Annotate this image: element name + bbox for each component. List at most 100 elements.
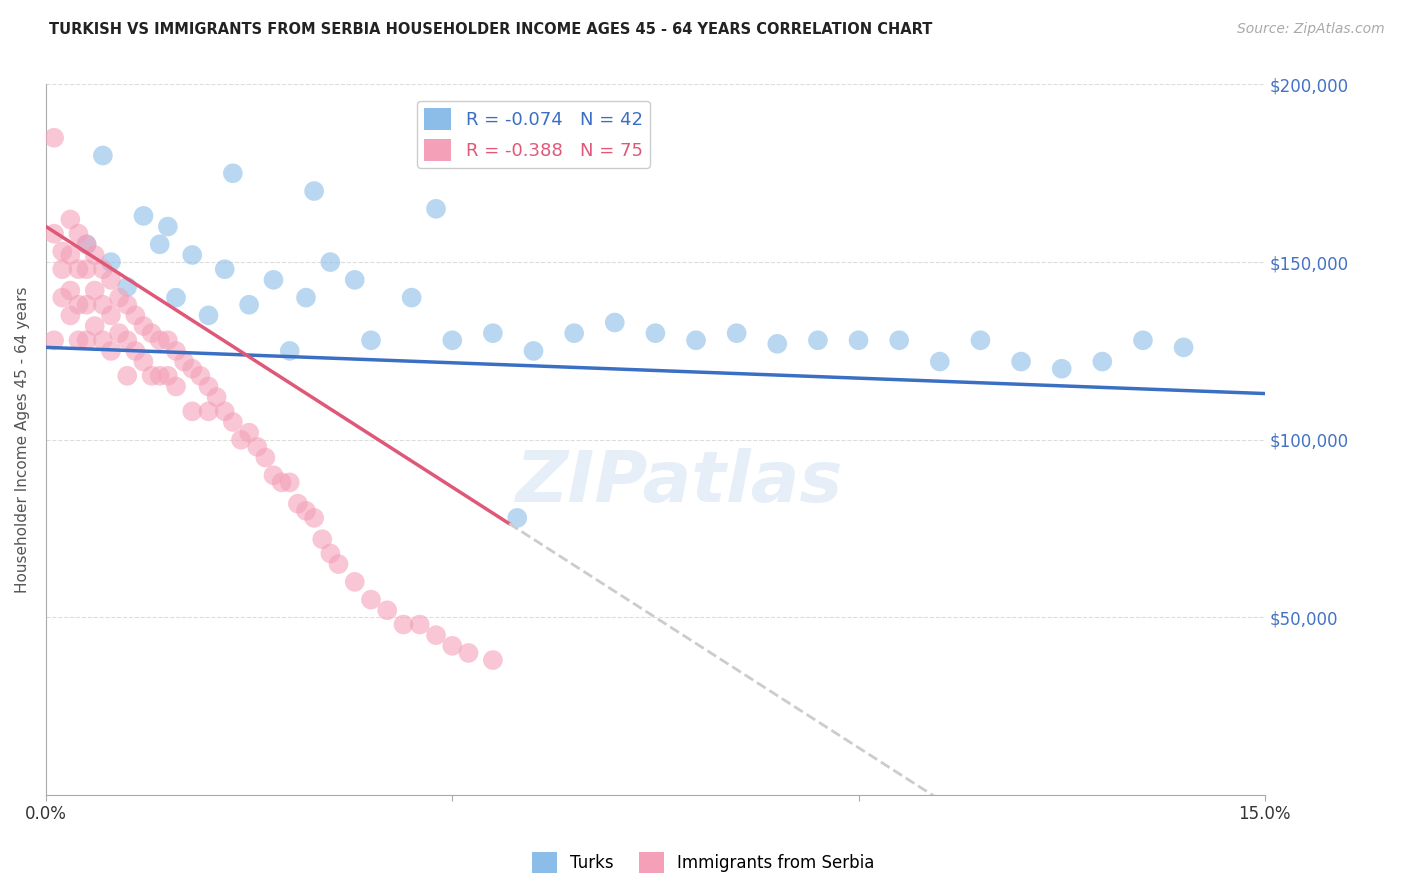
Point [59, 309, 82, 323]
Point [59, 248, 82, 262]
Point [457, 646, 479, 660]
Point [205, 390, 228, 404]
Point [328, 557, 350, 571]
Point [214, 262, 236, 277]
Point [603, 316, 626, 330]
Point [156, 368, 179, 383]
Point [165, 379, 187, 393]
Point [141, 326, 163, 340]
Point [197, 404, 219, 418]
Point [42, 130, 65, 145]
Point [108, 291, 131, 305]
Point [302, 184, 325, 198]
Point [482, 326, 505, 340]
Legend: R = -0.074   N = 42, R = -0.388   N = 75: R = -0.074 N = 42, R = -0.388 N = 75 [418, 101, 650, 168]
Point [295, 291, 318, 305]
Text: TURKISH VS IMMIGRANTS FROM SERBIA HOUSEHOLDER INCOME AGES 45 - 64 YEARS CORRELAT: TURKISH VS IMMIGRANTS FROM SERBIA HOUSEH… [49, 22, 932, 37]
Point [969, 333, 991, 347]
Point [156, 219, 179, 234]
Point [685, 333, 707, 347]
Point [1010, 354, 1032, 368]
Point [197, 379, 219, 393]
Point [401, 291, 423, 305]
Point [100, 255, 122, 269]
Point [141, 368, 163, 383]
Point [156, 333, 179, 347]
Point [375, 603, 398, 617]
Point [409, 617, 432, 632]
Point [108, 326, 131, 340]
Point [482, 653, 505, 667]
Point [100, 309, 122, 323]
Point [222, 415, 245, 429]
Point [100, 273, 122, 287]
Point [173, 354, 195, 368]
Point [59, 284, 82, 298]
Point [149, 368, 172, 383]
Point [91, 298, 114, 312]
Point [76, 333, 98, 347]
Point [441, 333, 464, 347]
Point [644, 326, 666, 340]
Point [263, 468, 285, 483]
Point [522, 343, 544, 358]
Y-axis label: Householder Income Ages 45 - 64 years: Householder Income Ages 45 - 64 years [15, 286, 30, 593]
Point [76, 237, 98, 252]
Point [238, 298, 260, 312]
Point [278, 475, 301, 490]
Point [42, 227, 65, 241]
Point [76, 262, 98, 277]
Point [100, 343, 122, 358]
Point [1091, 354, 1114, 368]
Point [124, 309, 146, 323]
Point [263, 273, 285, 287]
Legend: Turks, Immigrants from Serbia: Turks, Immigrants from Serbia [524, 846, 882, 880]
Point [91, 148, 114, 162]
Point [343, 574, 366, 589]
Point [360, 592, 382, 607]
Point [295, 504, 318, 518]
Point [287, 497, 309, 511]
Point [59, 212, 82, 227]
Point [311, 533, 333, 547]
Point [319, 546, 342, 560]
Point [149, 237, 172, 252]
Point [1132, 333, 1154, 347]
Point [278, 343, 301, 358]
Point [302, 511, 325, 525]
Point [214, 404, 236, 418]
Point [238, 425, 260, 440]
Point [67, 333, 90, 347]
Point [132, 319, 155, 334]
Point [91, 333, 114, 347]
Point [441, 639, 464, 653]
Text: Source: ZipAtlas.com: Source: ZipAtlas.com [1237, 22, 1385, 37]
Point [51, 262, 73, 277]
Text: ZIPatlas: ZIPatlas [516, 448, 844, 516]
Point [115, 368, 138, 383]
Point [115, 333, 138, 347]
Point [76, 237, 98, 252]
Point [889, 333, 911, 347]
Point [51, 244, 73, 259]
Point [246, 440, 269, 454]
Point [425, 628, 447, 642]
Point [181, 361, 204, 376]
Point [392, 617, 415, 632]
Point [562, 326, 585, 340]
Point [848, 333, 870, 347]
Point [76, 298, 98, 312]
Point [725, 326, 748, 340]
Point [229, 433, 252, 447]
Point [1173, 340, 1195, 354]
Point [51, 291, 73, 305]
Point [67, 298, 90, 312]
Point [425, 202, 447, 216]
Point [181, 404, 204, 418]
Point [165, 291, 187, 305]
Point [270, 475, 292, 490]
Point [83, 319, 105, 334]
Point [766, 336, 789, 351]
Point [83, 284, 105, 298]
Point [319, 255, 342, 269]
